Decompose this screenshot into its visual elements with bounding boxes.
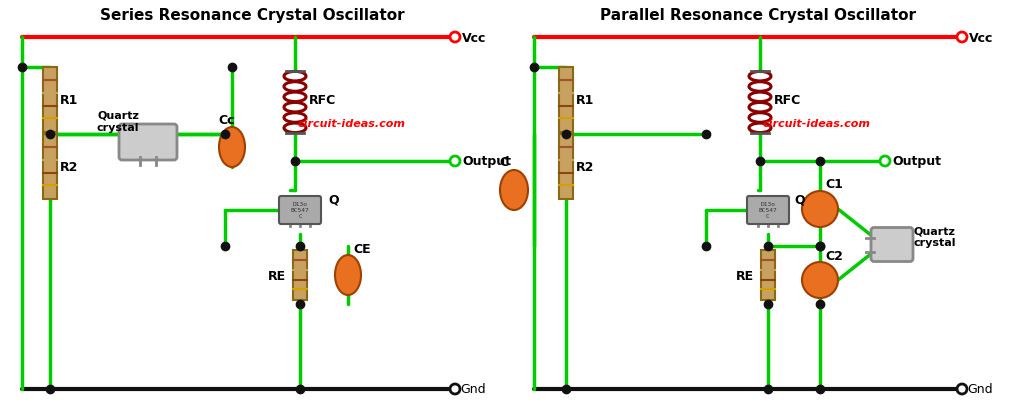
Text: R1: R1 — [575, 94, 594, 107]
Circle shape — [880, 157, 890, 166]
Text: D13o
BC547
C: D13o BC547 C — [291, 202, 309, 218]
Ellipse shape — [219, 128, 245, 168]
Text: Quartz
crystal: Quartz crystal — [96, 111, 139, 132]
Ellipse shape — [500, 171, 528, 211]
Text: Output: Output — [462, 155, 511, 168]
Bar — [43, 135, 57, 199]
Text: Series Resonance Crystal Oscillator: Series Resonance Crystal Oscillator — [100, 8, 404, 23]
Text: RFC: RFC — [774, 93, 801, 106]
Text: Q: Q — [328, 193, 339, 206]
Text: Output: Output — [892, 155, 941, 168]
FancyBboxPatch shape — [746, 197, 790, 224]
Text: Gnd: Gnd — [460, 382, 485, 396]
Circle shape — [957, 33, 967, 43]
Text: Vcc: Vcc — [969, 31, 993, 44]
FancyBboxPatch shape — [279, 197, 321, 224]
Text: circuit-ideas.com: circuit-ideas.com — [763, 119, 871, 129]
Text: circuit-ideas.com: circuit-ideas.com — [298, 119, 406, 129]
FancyBboxPatch shape — [871, 228, 913, 262]
Bar — [559, 135, 573, 199]
Text: Cc: Cc — [219, 113, 236, 126]
Text: Parallel Resonance Crystal Oscillator: Parallel Resonance Crystal Oscillator — [600, 8, 916, 23]
Circle shape — [957, 384, 967, 394]
Text: Q: Q — [794, 193, 805, 206]
Bar — [43, 68, 57, 133]
Ellipse shape — [335, 255, 361, 295]
FancyBboxPatch shape — [119, 125, 177, 161]
Text: CE: CE — [353, 243, 371, 256]
Bar — [761, 250, 775, 300]
Text: R1: R1 — [60, 94, 79, 107]
Circle shape — [450, 157, 460, 166]
Bar — [293, 250, 307, 300]
Text: RE: RE — [736, 269, 754, 282]
Circle shape — [802, 192, 838, 228]
Text: R2: R2 — [575, 161, 594, 173]
Text: D13o
BC547
C: D13o BC547 C — [759, 202, 777, 218]
Text: RFC: RFC — [309, 93, 336, 106]
Text: C: C — [500, 156, 509, 169]
Text: Gnd: Gnd — [967, 382, 992, 396]
Text: R2: R2 — [60, 161, 79, 173]
Circle shape — [802, 262, 838, 298]
Circle shape — [450, 384, 460, 394]
Text: RE: RE — [268, 269, 286, 282]
Text: Quartz
crystal: Quartz crystal — [914, 226, 956, 248]
Circle shape — [450, 33, 460, 43]
Text: C1: C1 — [825, 178, 843, 191]
Text: Vcc: Vcc — [462, 31, 486, 44]
Bar — [559, 68, 573, 133]
Text: C2: C2 — [825, 249, 843, 262]
